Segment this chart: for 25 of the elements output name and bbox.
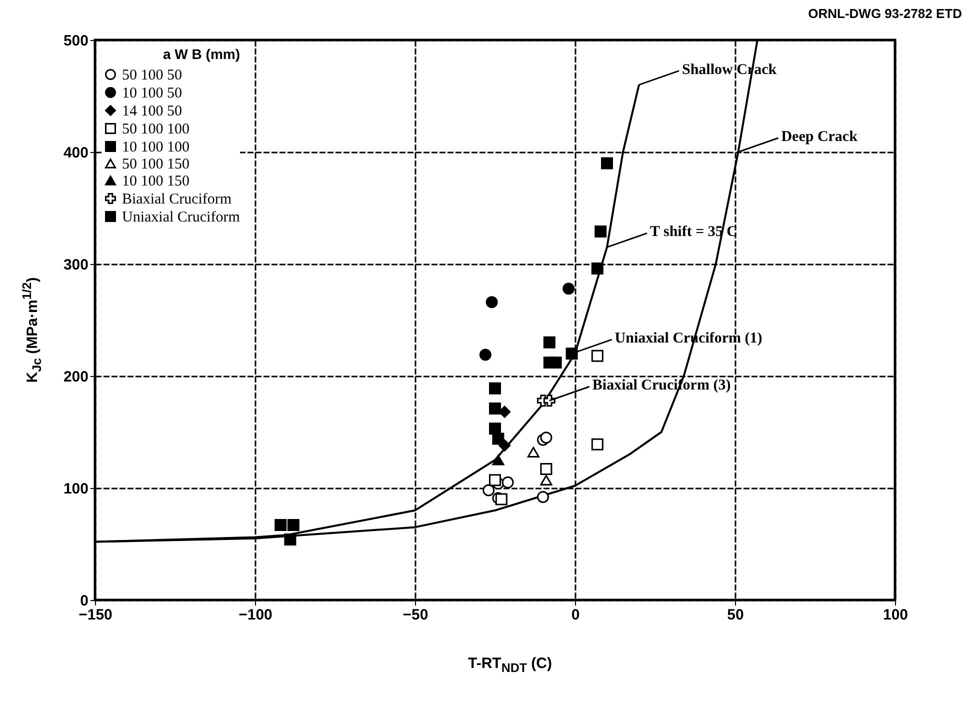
y-tick-label: 0	[80, 592, 88, 610]
legend-label: 10 100 150	[122, 174, 190, 190]
x-axis-title: T-RT$_{NDT}$ (C)	[468, 655, 552, 675]
y-tick-label: 300	[63, 256, 88, 274]
x-tick-label: 50	[727, 606, 744, 624]
x-tick-label: −100	[238, 606, 272, 624]
legend-title: a W B (mm)	[163, 46, 240, 62]
y-tick-label: 200	[63, 368, 88, 386]
x-tick-label: 100	[882, 606, 908, 624]
x-tick-label: −150	[78, 606, 112, 624]
legend-label: 14 100 50	[122, 104, 182, 120]
x-tick-label: −50	[402, 606, 428, 624]
legend-label: 50 100 50	[122, 68, 182, 84]
legend-label: 50 100 150	[122, 156, 190, 172]
annotation: Deep Crack	[781, 129, 858, 145]
legend-label: 10 100 100	[122, 140, 190, 156]
y-tick-label: 500	[63, 32, 88, 50]
legend-label: 50 100 100	[122, 122, 190, 138]
legend-label: 10 100 50	[122, 86, 182, 102]
y-tick-label: 400	[63, 144, 88, 162]
y-tick-label: 100	[63, 480, 88, 498]
text: ORNL-DWG 93-2782 ETD	[808, 6, 962, 21]
legend-label: Biaxial Cruciform	[122, 192, 232, 208]
x-tick-label: 0	[571, 606, 580, 624]
legend-label: Uniaxial Cruciform	[122, 210, 240, 226]
